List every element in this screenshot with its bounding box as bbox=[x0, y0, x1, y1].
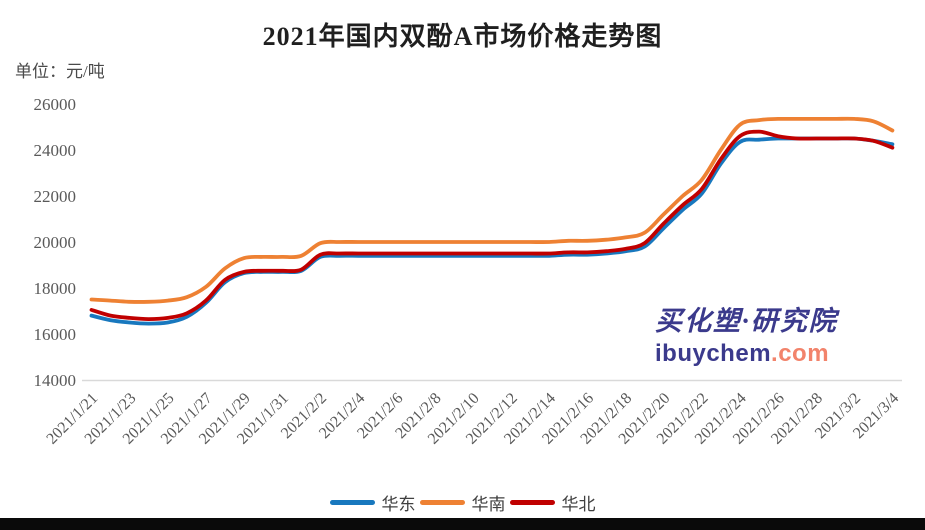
y-tick-label: 16000 bbox=[34, 325, 77, 344]
legend-item-east-china: 华东 bbox=[329, 490, 416, 515]
y-tick-label: 24000 bbox=[34, 141, 77, 160]
series-line-south-china bbox=[89, 116, 895, 304]
legend-swatch-east-china bbox=[329, 500, 375, 505]
legend-swatch-north-china bbox=[509, 500, 555, 505]
chart-title: 2021年国内双酚A市场价格走势图 bbox=[262, 22, 663, 51]
series-line-north-china bbox=[89, 129, 895, 321]
y-tick-label: 22000 bbox=[34, 187, 77, 206]
watermark-site-suffix: .com bbox=[771, 340, 830, 368]
watermark: 买化塑·研究院 ibuychem.com bbox=[655, 306, 838, 368]
y-tick-label: 18000 bbox=[34, 279, 77, 298]
legend-label-north-china: 华北 bbox=[561, 495, 596, 514]
legend: 华东 华南 华北 bbox=[0, 490, 925, 515]
bottom-border-bar bbox=[0, 518, 925, 530]
watermark-site-text: ibuychem.com bbox=[655, 340, 838, 368]
y-tick-label: 14000 bbox=[34, 371, 77, 390]
unit-label: 单位：元/吨 bbox=[15, 62, 105, 81]
watermark-site-name: ibuychem bbox=[655, 340, 772, 368]
legend-label-east-china: 华东 bbox=[381, 495, 416, 514]
legend-item-north-china: 华北 bbox=[509, 490, 596, 515]
legend-label-south-china: 华南 bbox=[471, 495, 506, 514]
legend-item-south-china: 华南 bbox=[419, 490, 506, 515]
watermark-brand-text: 买化塑·研究院 bbox=[655, 306, 838, 336]
y-tick-label: 20000 bbox=[34, 233, 77, 252]
legend-swatch-south-china bbox=[419, 500, 465, 505]
y-tick-label: 26000 bbox=[34, 95, 77, 114]
